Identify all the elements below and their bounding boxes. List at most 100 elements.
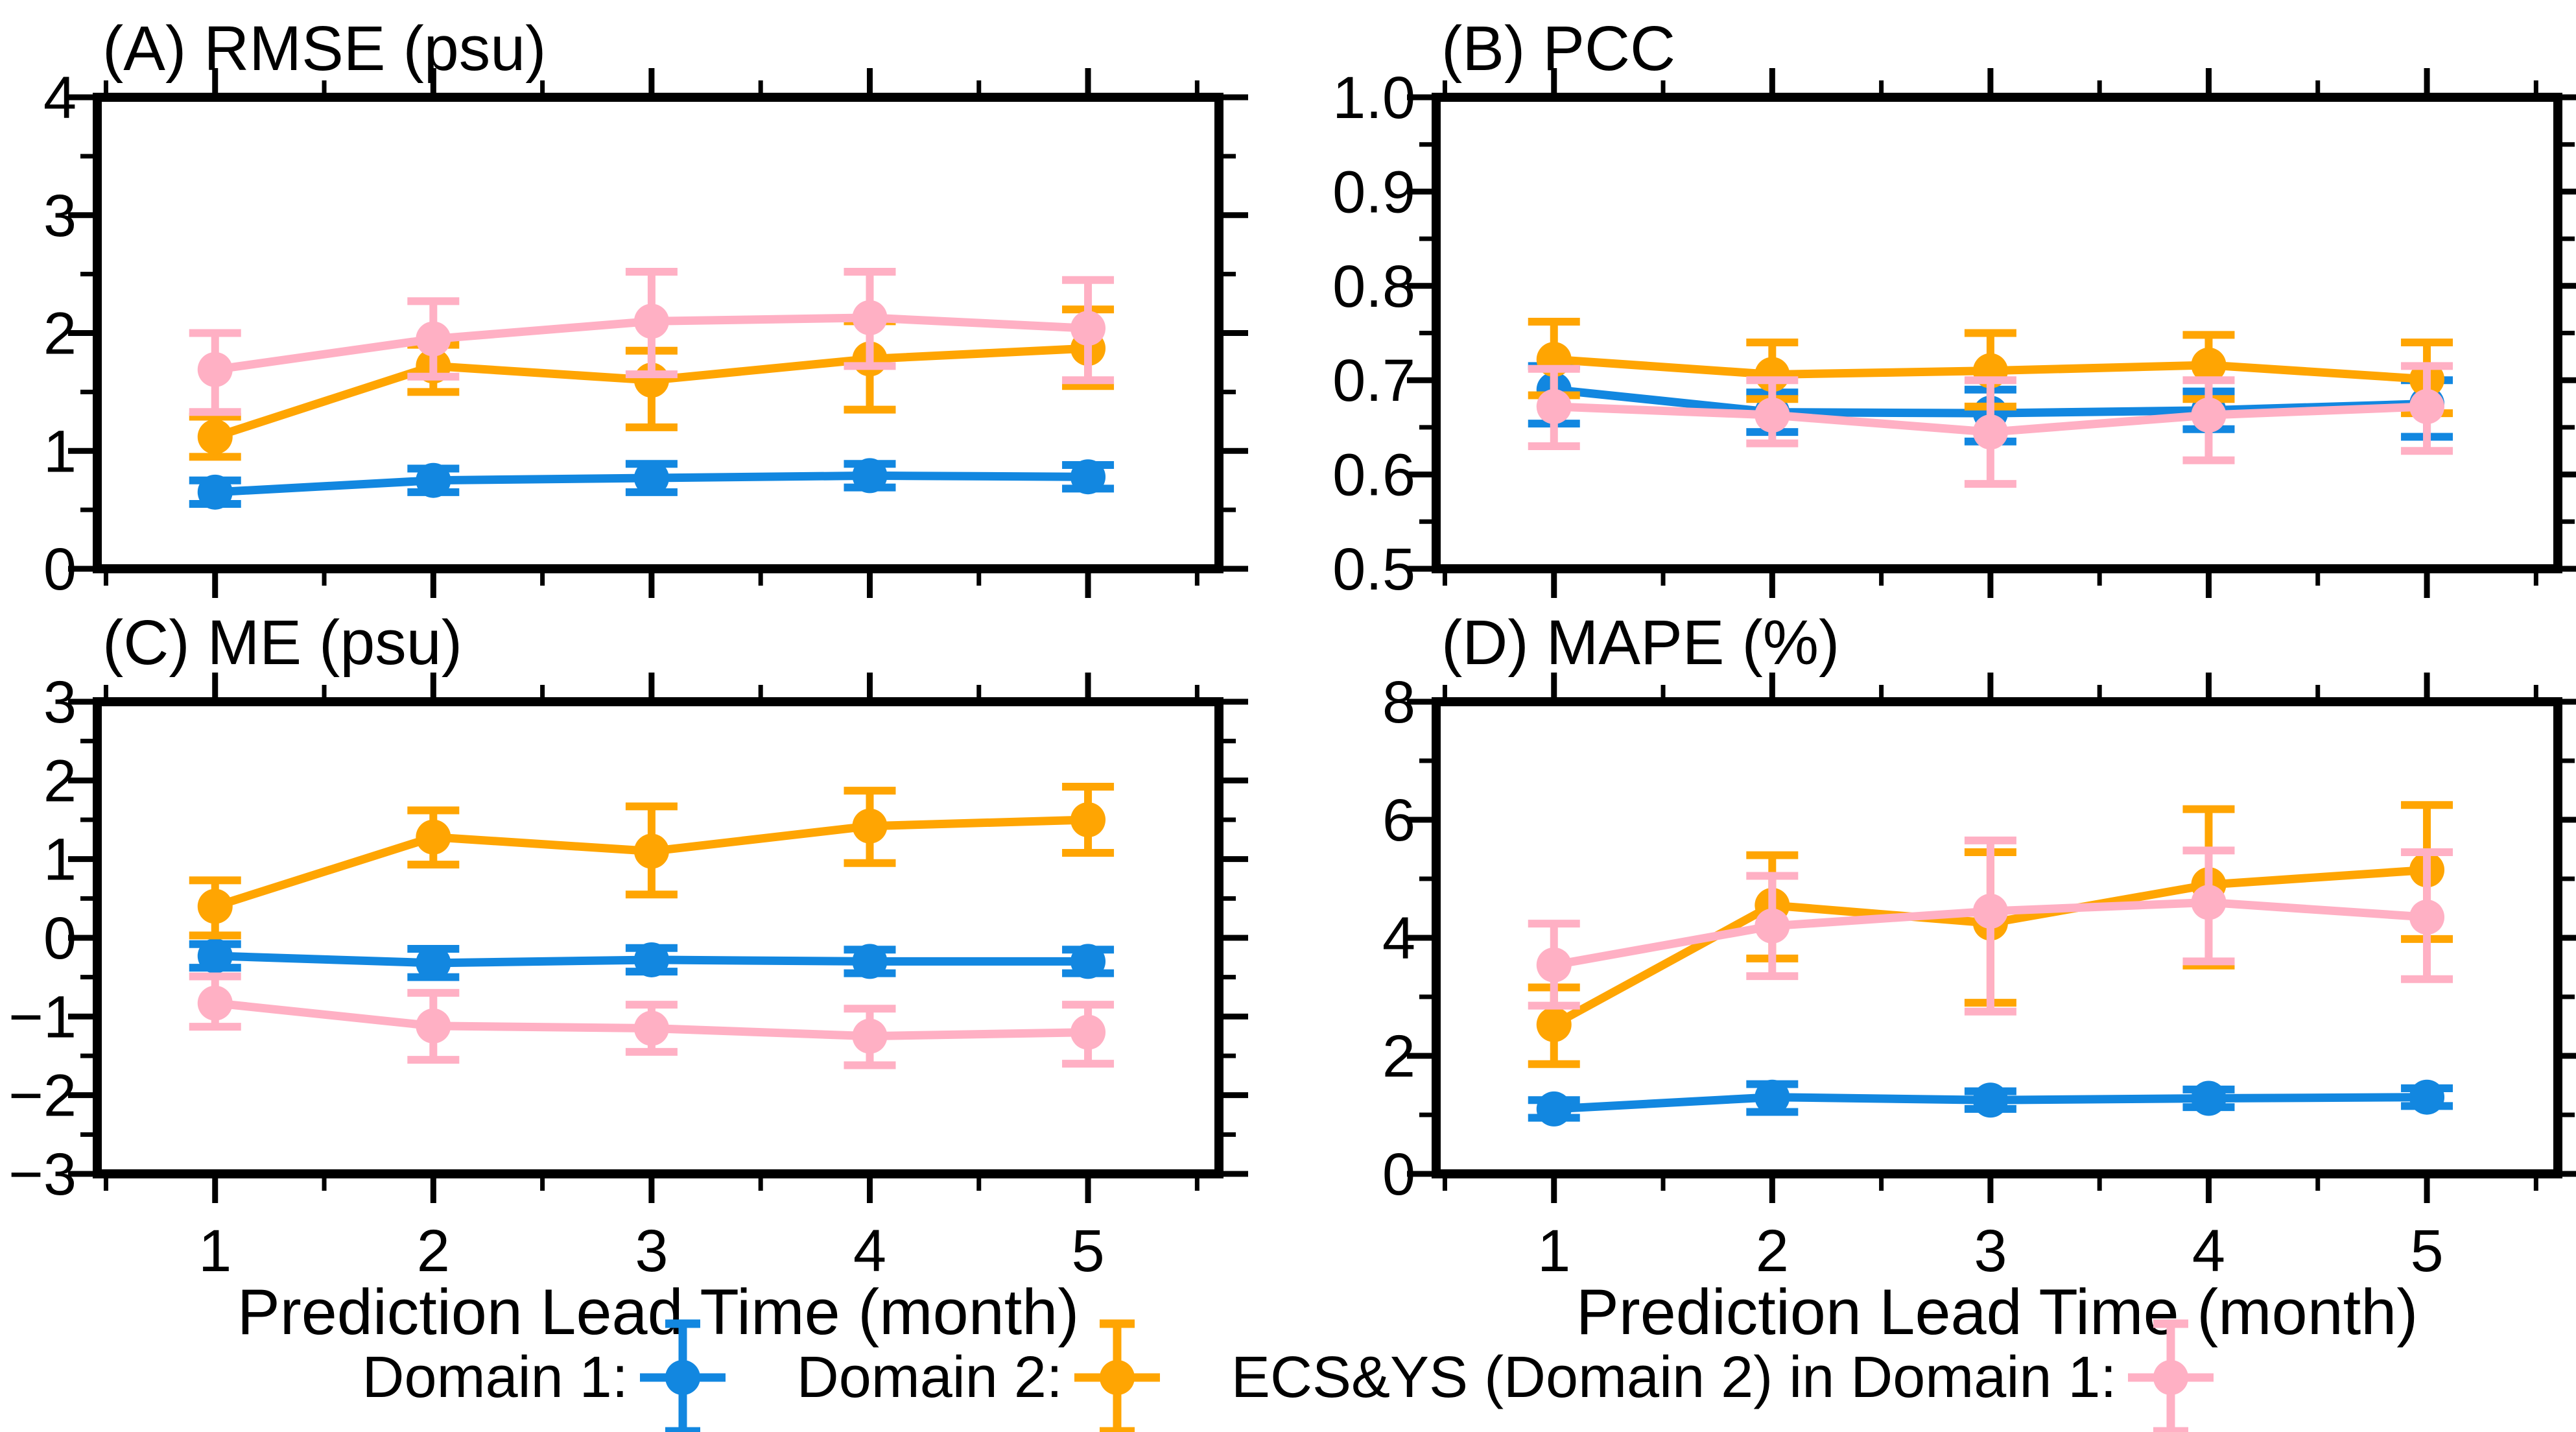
svg-text:0.7: 0.7	[1332, 348, 1415, 414]
data-point-domain2-x2	[416, 819, 451, 855]
data-point-domain2-x4	[852, 808, 888, 844]
legend-errorbar-glyph-domain2	[1074, 1319, 1160, 1432]
series-ecsys_pink	[1528, 362, 2453, 488]
legend-errorbar-glyph-domain1	[639, 1319, 726, 1432]
data-point-ecsys_pink-x4	[852, 1018, 888, 1054]
panel-a-ytick-labels: 0 1 2 3 4	[43, 65, 77, 603]
data-point-domain1-x2	[416, 462, 451, 498]
svg-text:8: 8	[1382, 669, 1415, 735]
data-point-ecsys_pink-x4	[852, 300, 888, 335]
svg-text:0.9: 0.9	[1332, 159, 1415, 225]
panel-d-series	[1528, 801, 2453, 1127]
data-point-ecsys_pink-x5	[2409, 388, 2445, 424]
svg-text:2: 2	[43, 301, 77, 367]
data-point-domain1-x4	[852, 944, 888, 979]
data-point-ecsys_pink-x3	[1972, 894, 2008, 929]
data-point-domain2-x1	[197, 889, 233, 924]
svg-text:0: 0	[43, 536, 77, 603]
svg-text:2: 2	[43, 748, 77, 814]
data-point-domain1-x2	[1755, 1079, 1790, 1115]
data-point-ecsys_pink-x2	[1755, 908, 1790, 944]
data-point-ecsys_pink-x4	[2191, 885, 2227, 920]
svg-text:4: 4	[43, 65, 77, 131]
panel-b-ytick-labels: 0.5 0.6 0.7 0.8 0.9 1.0	[1332, 65, 1415, 603]
data-point-domain1-x5	[1070, 459, 1106, 495]
legend-item-domain2: Domain 2:	[797, 1317, 1160, 1432]
data-point-domain1-x3	[633, 460, 669, 496]
data-point-ecsys_pink-x4	[2191, 397, 2227, 433]
svg-text:0.8: 0.8	[1332, 254, 1415, 320]
panel-d: 0 2 4 6 8 1 2 3 4 5	[1382, 669, 2576, 1284]
data-point-ecsys_pink-x3	[633, 304, 669, 339]
svg-text:5: 5	[2410, 1218, 2443, 1284]
svg-text:4: 4	[1382, 905, 1415, 972]
svg-text:3: 3	[1974, 1218, 2007, 1284]
panel-c-ytick-labels: −3 −2 −1 0 1 2 3	[8, 669, 77, 1208]
svg-text:0: 0	[43, 905, 77, 972]
data-point-domain2-x4	[2191, 347, 2227, 383]
data-point-domain1-x5	[1070, 944, 1106, 979]
svg-text:0: 0	[1382, 1141, 1415, 1208]
svg-text:1: 1	[43, 827, 77, 893]
series-domain1	[189, 938, 1115, 981]
data-point-ecsys_pink-x3	[633, 1010, 669, 1046]
x-axis-title-left: Prediction Lead Time (month)	[237, 1276, 1080, 1348]
panel-a-title: (A) RMSE (psu)	[102, 13, 547, 84]
legend-errorbar-glyph-ecsys	[2128, 1319, 2214, 1432]
data-point-ecsys_pink-x2	[416, 1008, 451, 1044]
series-ecsys_pink	[189, 972, 1115, 1069]
data-point-domain1-x4	[852, 458, 888, 494]
svg-text:4: 4	[853, 1218, 886, 1284]
svg-text:1.0: 1.0	[1332, 65, 1415, 131]
svg-text:1: 1	[43, 418, 77, 484]
svg-text:1: 1	[198, 1218, 231, 1284]
series-ecsys_pink	[1528, 836, 2453, 1016]
svg-text:1: 1	[1537, 1218, 1570, 1284]
data-point-ecsys_pink-x5	[1070, 1014, 1106, 1050]
series-domain1	[1528, 1079, 2453, 1127]
data-point-domain1-x3	[1972, 1082, 2008, 1118]
svg-text:3: 3	[43, 183, 77, 249]
svg-text:4: 4	[2192, 1218, 2225, 1284]
series-domain1	[189, 458, 1115, 510]
data-point-domain1-x3	[633, 942, 669, 977]
data-point-ecsys_pink-x1	[1536, 388, 1572, 424]
legend-item-ecsys: ECS&YS (Domain 2) in Domain 1:	[1231, 1317, 2214, 1432]
data-point-domain1-x5	[2409, 1079, 2445, 1115]
panel-d-ytick-labels: 0 2 4 6 8	[1382, 669, 1415, 1208]
data-point-ecsys_pink-x2	[416, 321, 451, 357]
panel-b: 0.5 0.6 0.7 0.8 0.9 1.0	[1332, 65, 2576, 603]
data-point-ecsys_pink-x1	[1536, 947, 1572, 983]
x-axis-title-right: Prediction Lead Time (month)	[1576, 1276, 2418, 1348]
legend-label-domain2: Domain 2:	[796, 1344, 1063, 1410]
data-point-domain2-x5	[1070, 802, 1106, 837]
legend-label-ecsys: ECS&YS (Domain 2) in Domain 1:	[1231, 1344, 2117, 1410]
data-point-ecsys_pink-x5	[1070, 311, 1106, 346]
svg-text:−3: −3	[8, 1141, 77, 1208]
data-point-domain1-x1	[1536, 1091, 1572, 1127]
panel-b-title: (B) PCC	[1441, 13, 1676, 84]
data-point-ecsys_pink-x1	[197, 352, 233, 387]
data-point-ecsys_pink-x1	[197, 985, 233, 1021]
series-ecsys_pink	[189, 267, 1115, 416]
data-point-ecsys_pink-x5	[2409, 900, 2445, 935]
panel-c-ticks	[68, 673, 1248, 1203]
svg-text:−2: −2	[8, 1063, 77, 1129]
panel-c-xtick-labels: 1 2 3 4 5	[198, 1218, 1104, 1284]
panel-d-xtick-labels: 1 2 3 4 5	[1537, 1218, 2443, 1284]
legend: Domain 1: Domain 2: ECS&YS (Domain 2) in…	[0, 1319, 2576, 1432]
panel-a: 0 1 2 3 4	[43, 65, 1248, 603]
panel-c-series	[189, 783, 1115, 1069]
panel-c: −3 −2 −1 0 1 2 3 1 2 3 4 5	[8, 669, 1248, 1284]
svg-text:0.6: 0.6	[1332, 442, 1415, 508]
svg-text:3: 3	[43, 669, 77, 735]
data-point-domain1-x1	[197, 474, 233, 510]
svg-text:0.5: 0.5	[1332, 536, 1415, 603]
svg-text:3: 3	[635, 1218, 668, 1284]
data-point-ecsys_pink-x2	[1755, 397, 1790, 433]
panel-d-ticks	[1407, 673, 2576, 1203]
series-domain2	[189, 783, 1115, 940]
panel-b-series	[1528, 318, 2453, 488]
data-point-domain1-x1	[197, 938, 233, 973]
